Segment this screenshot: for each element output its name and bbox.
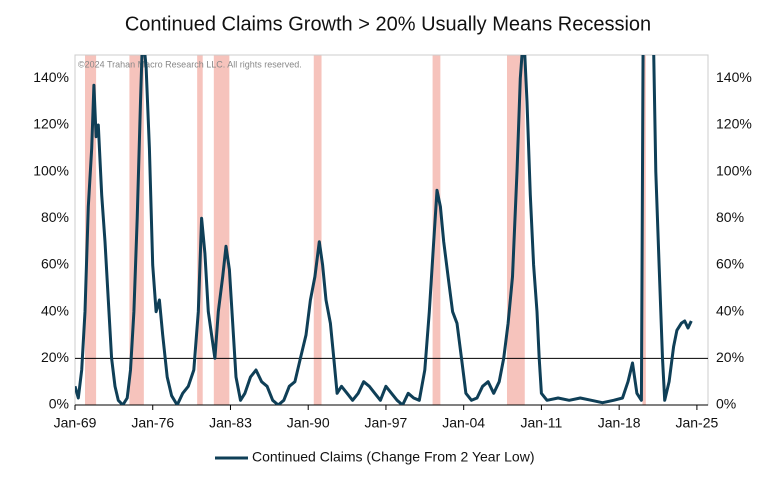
y-tick-label: 60%	[41, 256, 69, 272]
y2-tick-label: 0%	[716, 396, 736, 412]
recession-band	[313, 55, 322, 405]
recession-band	[432, 55, 441, 405]
plot-frame	[74, 54, 709, 406]
recession-band	[642, 55, 646, 405]
y-tick-label: 120%	[33, 116, 69, 132]
plot-area	[75, 55, 693, 405]
x-tick-label: Jan-04	[442, 415, 485, 431]
y2-tick-label: 80%	[716, 209, 744, 225]
legend-label: Continued Claims (Change From 2 Year Low…	[252, 449, 534, 465]
data-line	[75, 55, 693, 405]
y2-tick-label: 120%	[716, 116, 752, 132]
watermark: ©2024 Trahan Macro Research LLC. All rig…	[78, 59, 302, 69]
y2-tick-label: 140%	[716, 69, 752, 85]
x-tick-label: Jan-11	[521, 415, 563, 431]
y-tick-label: 100%	[33, 162, 69, 178]
y-tick-label: 40%	[41, 302, 69, 318]
y-tick-label: 0%	[49, 396, 69, 412]
y-tick-label: 80%	[41, 209, 69, 225]
y2-tick-label: 100%	[716, 162, 752, 178]
x-tick-label: Jan-97	[365, 415, 408, 431]
y2-tick-label: 40%	[716, 302, 744, 318]
y-tick-label: 140%	[33, 69, 69, 85]
y2-tick-label: 20%	[716, 349, 744, 365]
x-tick-label: Jan-69	[54, 415, 97, 431]
recession-band	[84, 55, 97, 405]
x-tick-label: Jan-18	[598, 415, 641, 431]
x-tick-label: Jan-90	[287, 415, 330, 431]
x-tick-label: Jan-83	[209, 415, 252, 431]
x-tick-label: Jan-25	[675, 415, 718, 431]
x-tick-label: Jan-76	[131, 415, 174, 431]
y2-tick-label: 60%	[716, 256, 744, 272]
y-tick-label: 20%	[41, 349, 69, 365]
chart-title: Continued Claims Growth > 20% Usually Me…	[125, 13, 651, 35]
